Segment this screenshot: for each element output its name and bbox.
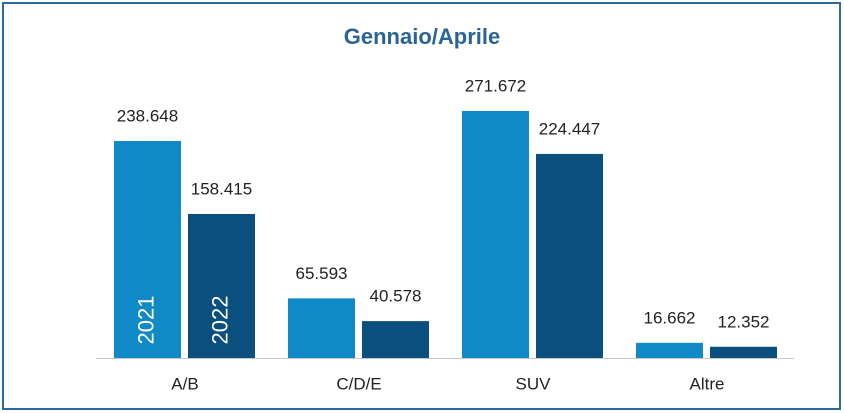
value-label: 40.578	[370, 287, 422, 306]
x-tick-label: Altre	[690, 374, 725, 393]
bar	[710, 346, 777, 358]
bar	[288, 298, 355, 358]
value-label: 271.672	[465, 76, 526, 95]
value-label: 238.648	[117, 107, 178, 126]
value-label: 12.352	[718, 312, 770, 331]
legend-label: 2022	[207, 296, 232, 345]
bar	[462, 111, 529, 358]
bar	[188, 213, 255, 358]
x-tick-label: SUV	[516, 374, 552, 393]
x-tick-label: A/B	[171, 374, 198, 393]
chart-title: Gennaio/Aprile	[344, 24, 500, 49]
bar	[114, 141, 181, 358]
legend-label: 2021	[133, 296, 158, 345]
value-label: 16.662	[644, 308, 696, 327]
bar	[636, 342, 703, 358]
value-label: 224.447	[539, 119, 600, 138]
bar	[362, 321, 429, 358]
value-label: 158.415	[191, 179, 252, 198]
x-tick-label: C/D/E	[336, 374, 381, 393]
value-label: 65.593	[296, 264, 348, 283]
bar	[536, 153, 603, 358]
